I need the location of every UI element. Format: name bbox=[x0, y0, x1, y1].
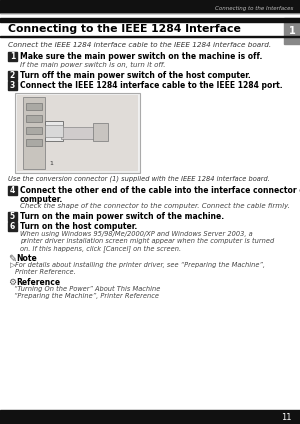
Bar bbox=[8, 222, 17, 231]
Text: Connect the IEEE 1284 interface cable to the IEEE 1284 port.: Connect the IEEE 1284 interface cable to… bbox=[20, 81, 283, 90]
Text: Use the conversion connector (1) supplied with the IEEE 1284 interface board.: Use the conversion connector (1) supplie… bbox=[8, 176, 270, 182]
Bar bbox=[8, 71, 17, 80]
Text: on. If this happens, click [Cancel] on the screen.: on. If this happens, click [Cancel] on t… bbox=[20, 245, 181, 251]
Text: Connect the other end of the cable into the interface connector on the host: Connect the other end of the cable into … bbox=[20, 186, 300, 195]
Text: Check the shape of the connector to the computer. Connect the cable firmly.: Check the shape of the connector to the … bbox=[20, 203, 290, 209]
Bar bbox=[284, 18, 300, 44]
Text: Turn on the main power switch of the machine.: Turn on the main power switch of the mac… bbox=[20, 212, 224, 221]
Text: 3: 3 bbox=[10, 81, 15, 90]
Text: “Preparing the Machine”, Printer Reference: “Preparing the Machine”, Printer Referen… bbox=[14, 293, 159, 299]
Text: Turn off the main power switch of the host computer.: Turn off the main power switch of the ho… bbox=[20, 71, 251, 80]
Bar bbox=[0, 410, 300, 424]
Bar bbox=[8, 52, 17, 61]
Text: 11: 11 bbox=[281, 413, 292, 421]
Text: 5: 5 bbox=[10, 212, 15, 221]
Text: Make sure the main power switch on the machine is off.: Make sure the main power switch on the m… bbox=[20, 52, 262, 61]
Text: 6: 6 bbox=[10, 222, 15, 231]
Text: When using Windows 95/98/Me/2000/XP and Windows Server 2003, a: When using Windows 95/98/Me/2000/XP and … bbox=[20, 231, 253, 237]
Text: Reference: Reference bbox=[16, 278, 60, 287]
Text: Turn on the host computer.: Turn on the host computer. bbox=[20, 222, 137, 231]
Bar bbox=[0, 36, 300, 37]
Text: “Turning On the Power” About This Machine: “Turning On the Power” About This Machin… bbox=[14, 286, 160, 292]
Bar bbox=[0, 0, 300, 13]
Text: 1: 1 bbox=[49, 161, 53, 166]
Bar bbox=[93, 123, 108, 141]
Text: ▷: ▷ bbox=[10, 262, 15, 268]
Bar bbox=[26, 103, 42, 110]
Text: 4: 4 bbox=[10, 186, 15, 195]
Bar bbox=[15, 93, 140, 173]
Bar bbox=[45, 125, 63, 137]
Text: Connecting to the Interfaces: Connecting to the Interfaces bbox=[214, 6, 293, 11]
Bar bbox=[17, 95, 138, 171]
Bar bbox=[26, 115, 42, 122]
Text: Printer Reference.: Printer Reference. bbox=[15, 269, 76, 275]
Text: ✎: ✎ bbox=[8, 254, 16, 264]
Text: 1: 1 bbox=[10, 52, 15, 61]
Bar bbox=[8, 186, 17, 195]
Text: 1: 1 bbox=[289, 26, 296, 36]
Bar bbox=[8, 81, 17, 90]
Bar bbox=[26, 139, 42, 146]
Bar bbox=[8, 212, 17, 221]
Bar bbox=[23, 97, 45, 169]
Bar bbox=[45, 121, 63, 141]
Text: Connect the IEEE 1284 interface cable to the IEEE 1284 interface board.: Connect the IEEE 1284 interface cable to… bbox=[8, 42, 271, 48]
Bar bbox=[0, 18, 300, 22]
Text: For details about installing the printer driver, see “Preparing the Machine”,: For details about installing the printer… bbox=[15, 262, 265, 268]
Text: printer driver installation screen might appear when the computer is turned: printer driver installation screen might… bbox=[20, 238, 274, 244]
Text: Note: Note bbox=[16, 254, 37, 263]
Text: 2: 2 bbox=[10, 71, 15, 80]
Bar bbox=[61, 127, 96, 139]
Text: computer.: computer. bbox=[20, 195, 63, 204]
Text: Connecting to the IEEE 1284 Interface: Connecting to the IEEE 1284 Interface bbox=[8, 23, 241, 33]
Bar bbox=[26, 127, 42, 134]
Text: ⚙: ⚙ bbox=[8, 278, 16, 287]
Text: If the main power switch is on, turn it off.: If the main power switch is on, turn it … bbox=[20, 62, 166, 68]
